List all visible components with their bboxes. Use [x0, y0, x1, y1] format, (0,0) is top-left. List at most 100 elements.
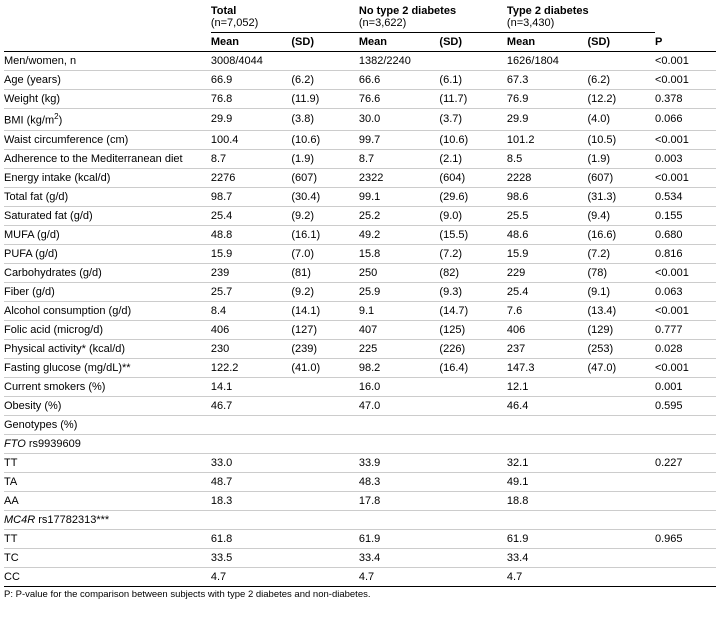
row-label: MC4R rs17782313***	[4, 510, 716, 529]
cell-no-mean: 30.0	[359, 109, 440, 131]
cell-t2d-sd	[587, 472, 654, 491]
cell-t2d-sd	[587, 529, 654, 548]
table-row: MUFA (g/d)48.8(16.1)49.2(15.5)48.6(16.6)…	[4, 225, 716, 244]
row-label: Physical activity* (kcal/d)	[4, 339, 211, 358]
cell-total-mean: 61.8	[211, 529, 292, 548]
cell-no-sd	[439, 52, 507, 71]
row-label: Obesity (%)	[4, 396, 211, 415]
row-label: Folic acid (microg/d)	[4, 320, 211, 339]
cell-t2d-mean: 46.4	[507, 396, 588, 415]
cell-total-sd	[291, 377, 358, 396]
cell-no-sd: (125)	[439, 320, 507, 339]
row-label: Saturated fat (g/d)	[4, 206, 211, 225]
cell-t2d-mean: 101.2	[507, 130, 588, 149]
row-label: Energy intake (kcal/d)	[4, 168, 211, 187]
cell-no-mean: 99.7	[359, 130, 440, 149]
cell-no-sd: (604)	[439, 168, 507, 187]
cell-no-sd: (29.6)	[439, 187, 507, 206]
row-label: TC	[4, 548, 211, 567]
cell-p: 0.028	[655, 339, 716, 358]
cell-t2d-mean: 98.6	[507, 187, 588, 206]
cell-no-mean: 16.0	[359, 377, 440, 396]
cell-total-mean: 18.3	[211, 491, 292, 510]
cell-no-sd: (3.7)	[439, 109, 507, 131]
cell-total-sd	[291, 396, 358, 415]
cell-t2d-mean: 25.5	[507, 206, 588, 225]
cell-no-sd: (226)	[439, 339, 507, 358]
col-mean: Mean	[359, 33, 440, 52]
cell-t2d-mean: 48.6	[507, 225, 588, 244]
cell-t2d-mean: 15.9	[507, 244, 588, 263]
cell-p: <0.001	[655, 168, 716, 187]
cell-no-sd: (16.4)	[439, 358, 507, 377]
col-mean: Mean	[211, 33, 292, 52]
cell-no-sd: (2.1)	[439, 149, 507, 168]
cell-total-sd: (6.2)	[291, 71, 358, 90]
cell-total-mean: 66.9	[211, 71, 292, 90]
footnote: P: P-value for the comparison between su…	[4, 587, 716, 600]
cell-p: <0.001	[655, 71, 716, 90]
cell-no-mean: 25.2	[359, 206, 440, 225]
cell-p: <0.001	[655, 358, 716, 377]
cell-total-mean: 230	[211, 339, 292, 358]
row-label: Fiber (g/d)	[4, 282, 211, 301]
cell-total-sd: (9.2)	[291, 282, 358, 301]
cell-total-sd: (11.9)	[291, 90, 358, 109]
table-row: TA48.748.349.1	[4, 472, 716, 491]
cell-no-sd: (15.5)	[439, 225, 507, 244]
cell-no-sd: (7.2)	[439, 244, 507, 263]
cell-no-mean: 25.9	[359, 282, 440, 301]
table-row: Waist circumference (cm)100.4(10.6)99.7(…	[4, 130, 716, 149]
table-row: MC4R rs17782313***	[4, 510, 716, 529]
cell-t2d-sd: (9.4)	[587, 206, 654, 225]
row-label: TT	[4, 529, 211, 548]
cell-no-sd: (10.6)	[439, 130, 507, 149]
cell-total-sd: (14.1)	[291, 301, 358, 320]
cell-t2d-mean: 25.4	[507, 282, 588, 301]
cell-t2d-sd: (31.3)	[587, 187, 654, 206]
cell-no-mean: 61.9	[359, 529, 440, 548]
cell-no-sd	[439, 567, 507, 586]
cell-no-sd	[439, 453, 507, 472]
cell-t2d-sd: (47.0)	[587, 358, 654, 377]
group-t2d-n: (n=3,430)	[507, 17, 655, 33]
group-no-t2d-title: No type 2 diabetes	[359, 2, 507, 17]
row-label: Alcohol consumption (g/d)	[4, 301, 211, 320]
cell-no-mean: 250	[359, 263, 440, 282]
cell-no-mean: 8.7	[359, 149, 440, 168]
cell-t2d-mean: 2228	[507, 168, 588, 187]
cell-t2d-sd: (9.1)	[587, 282, 654, 301]
cell-no-mean: 225	[359, 339, 440, 358]
cell-t2d-sd: (4.0)	[587, 109, 654, 131]
cell-no-mean: 66.6	[359, 71, 440, 90]
cell-total-sd: (10.6)	[291, 130, 358, 149]
cell-p	[655, 548, 716, 567]
row-label: MUFA (g/d)	[4, 225, 211, 244]
cell-p: 0.227	[655, 453, 716, 472]
table-row: Obesity (%)46.747.046.40.595	[4, 396, 716, 415]
cell-t2d-sd: (12.2)	[587, 90, 654, 109]
cell-no-sd	[439, 491, 507, 510]
table-row: BMI (kg/m2)29.9(3.8)30.0(3.7)29.9(4.0)0.…	[4, 109, 716, 131]
cell-total-sd: (16.1)	[291, 225, 358, 244]
table-row: Men/women, n3008/40441382/22401626/1804<…	[4, 52, 716, 71]
cell-no-mean: 1382/2240	[359, 52, 440, 71]
table-row: PUFA (g/d)15.9(7.0)15.8(7.2)15.9(7.2)0.8…	[4, 244, 716, 263]
cell-t2d-mean: 4.7	[507, 567, 588, 586]
cell-t2d-mean: 18.8	[507, 491, 588, 510]
cell-t2d-mean: 7.6	[507, 301, 588, 320]
cell-no-sd: (6.1)	[439, 71, 507, 90]
cell-total-sd	[291, 529, 358, 548]
table-row: TC33.533.433.4	[4, 548, 716, 567]
cell-total-sd: (81)	[291, 263, 358, 282]
cell-total-mean: 33.5	[211, 548, 292, 567]
cell-no-mean: 47.0	[359, 396, 440, 415]
row-label: Adherence to the Mediterranean diet	[4, 149, 211, 168]
cell-total-mean: 25.7	[211, 282, 292, 301]
cell-t2d-sd	[587, 377, 654, 396]
table-row: Alcohol consumption (g/d)8.4(14.1)9.1(14…	[4, 301, 716, 320]
cell-total-mean: 406	[211, 320, 292, 339]
cell-t2d-sd: (6.2)	[587, 71, 654, 90]
cell-t2d-mean: 49.1	[507, 472, 588, 491]
cell-p: 0.595	[655, 396, 716, 415]
